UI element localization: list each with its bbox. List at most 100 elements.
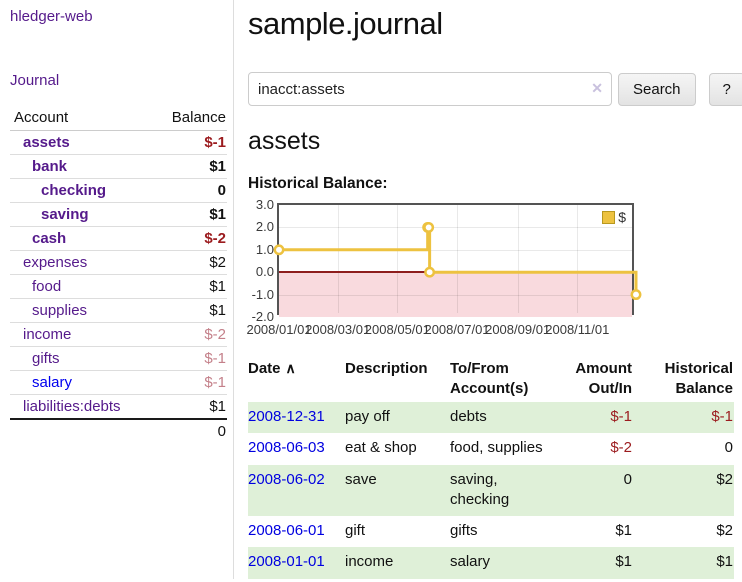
sidebar-account-balance: $-1 [151,370,227,395]
sidebar-total-row: 0 [10,418,227,443]
register-accounts: salary [450,553,491,571]
sidebar-account-row: assets $-1 [10,130,227,155]
brand-link[interactable]: hledger-web [10,8,93,25]
data-point-marker [273,244,285,256]
grid-line [279,227,632,229]
register-accounts: food, supplies [450,439,543,457]
register-row: 2008-06-02 save saving, checking 0 $2 [248,464,734,516]
register-description: gift [345,522,366,539]
sidebar-account-row: liabilities:debts $1 [10,394,227,420]
sidebar-account-balance: 0 [151,178,227,203]
register-column-header[interactable]: Date ∧ [248,360,296,377]
sidebar-account-balance: $1 [151,274,227,299]
y-axis-tick-label: 2.0 [255,219,274,235]
register-accounts: debts [450,408,487,425]
register-description: eat & shop [345,439,417,457]
register-header-row: Date ∧ Description To/From Account(s) Amount… [248,357,734,402]
sidebar-account-link[interactable]: salary [32,374,73,391]
search-form: ✕ Search ? [248,72,742,106]
x-axis-tick-label: 2008/03/01 [305,322,371,337]
register-column-header[interactable]: Historical Balance [664,360,733,397]
sidebar-account-row: income $-2 [10,322,227,347]
sidebar-account-row: gifts $-1 [10,346,227,371]
legend-swatch [602,210,616,224]
sidebar-account-balance: $1 [151,154,227,179]
x-axis-tick-label: 2008/07/01 [424,322,490,337]
grid-line [337,205,339,313]
grid-line [279,294,632,296]
x-axis-tick-label: 2008/09/01 [485,322,551,337]
register-accounts: gifts [450,522,478,539]
sidebar-account-link[interactable]: assets [23,134,70,151]
historical-balance-chart: $3.0 2.0 1.0 0.0 -1.0 -2.0 2008/01/01 2008/03/0… [246,197,727,343]
main-content: sample.journal ✕ Search ? assets Histori… [234,0,742,579]
sidebar-account-link[interactable]: gifts [32,350,60,367]
register-row: 2008-06-03 eat & shop food, supplies $-2 0 [248,433,734,464]
sidebar-account-row: bank $1 [10,154,227,179]
register-balance: $2 [716,522,733,539]
register-balance: $1 [716,553,733,571]
register-description: save [345,470,377,488]
sidebar-account-link[interactable]: saving [41,206,89,223]
sidebar-account-balance: $1 [151,298,227,323]
sidebar-account-balance: $1 [151,394,227,420]
data-point-marker [630,289,642,301]
sort-ascending-icon: ∧ [285,360,296,376]
chart-plot-area: $ [273,203,642,317]
sidebar-account-row: food $1 [10,274,227,299]
x-axis-tick-label: 2008/05/01 [364,322,430,337]
sidebar-account-link[interactable]: cash [32,230,67,247]
sidebar-account-link[interactable]: bank [32,158,68,175]
sidebar-account-balance: $-2 [151,226,227,251]
search-button[interactable]: Search [618,72,696,106]
chart-title: Historical Balance: [248,175,388,192]
register-column-header[interactable]: Amount Out/In [575,360,632,397]
register-date-link[interactable]: 2008-12-31 [248,408,325,425]
account-column-header: Account [10,106,152,131]
sidebar-account-link[interactable]: income [23,326,72,343]
journal-link[interactable]: Journal [10,72,60,89]
balance-series [273,221,642,301]
sidebar-account-link[interactable]: checking [41,182,107,199]
search-input[interactable] [248,72,612,106]
grid-line [397,205,399,313]
register-description: pay off [345,408,390,425]
sidebar-account-row: saving $1 [10,202,227,227]
search-help-button[interactable]: ? [708,72,742,106]
register-row: 2008-12-31 pay off debts $-1 $-1 [248,402,734,434]
grid-line [279,249,632,251]
account-rows: assets $-1 bank $1 checking 0 saving $1 cash $-2 e… [10,130,227,443]
sidebar: hledger-web Journal Account Balance asse… [0,0,234,579]
register-column-header[interactable]: To/From Account(s) [450,360,529,397]
sidebar-account-balance: $2 [151,250,227,275]
grid-line [577,205,579,313]
register-date-link[interactable]: 2008-06-01 [248,522,325,539]
register-date-link[interactable]: 2008-06-03 [248,439,325,457]
y-axis-tick-label: 1.0 [255,241,274,257]
clear-search-icon[interactable]: ✕ [591,80,603,96]
register-column-header[interactable]: Description [345,360,428,377]
sidebar-account-row: salary $-1 [10,370,227,395]
register-date-link[interactable]: 2008-06-02 [248,470,325,488]
grid-line [517,205,519,313]
sidebar-account-balance: $-1 [151,346,227,371]
register-balance: $-1 [711,408,733,425]
account-heading: assets [248,127,321,155]
sidebar-total-balance: 0 [151,418,227,443]
sidebar-account-link[interactable]: food [32,278,62,295]
register-balance: 0 [724,439,733,457]
sidebar-account-link[interactable]: expenses [23,254,88,271]
sidebar-account-balance: $-2 [151,322,227,347]
sidebar-account-link[interactable]: liabilities:debts [23,398,121,415]
sidebar-account-link[interactable]: supplies [32,302,88,319]
register-amount: 0 [623,470,632,488]
sidebar-account-row: cash $-2 [10,226,227,251]
register-amount: $1 [615,522,632,539]
register-date-link[interactable]: 2008-01-01 [248,553,325,571]
sidebar-account-row: supplies $1 [10,298,227,323]
legend-label: $ [618,209,626,225]
register-description: income [345,553,394,571]
sidebar-account-row: checking 0 [10,178,227,203]
balance-column-header: Balance [151,106,227,131]
